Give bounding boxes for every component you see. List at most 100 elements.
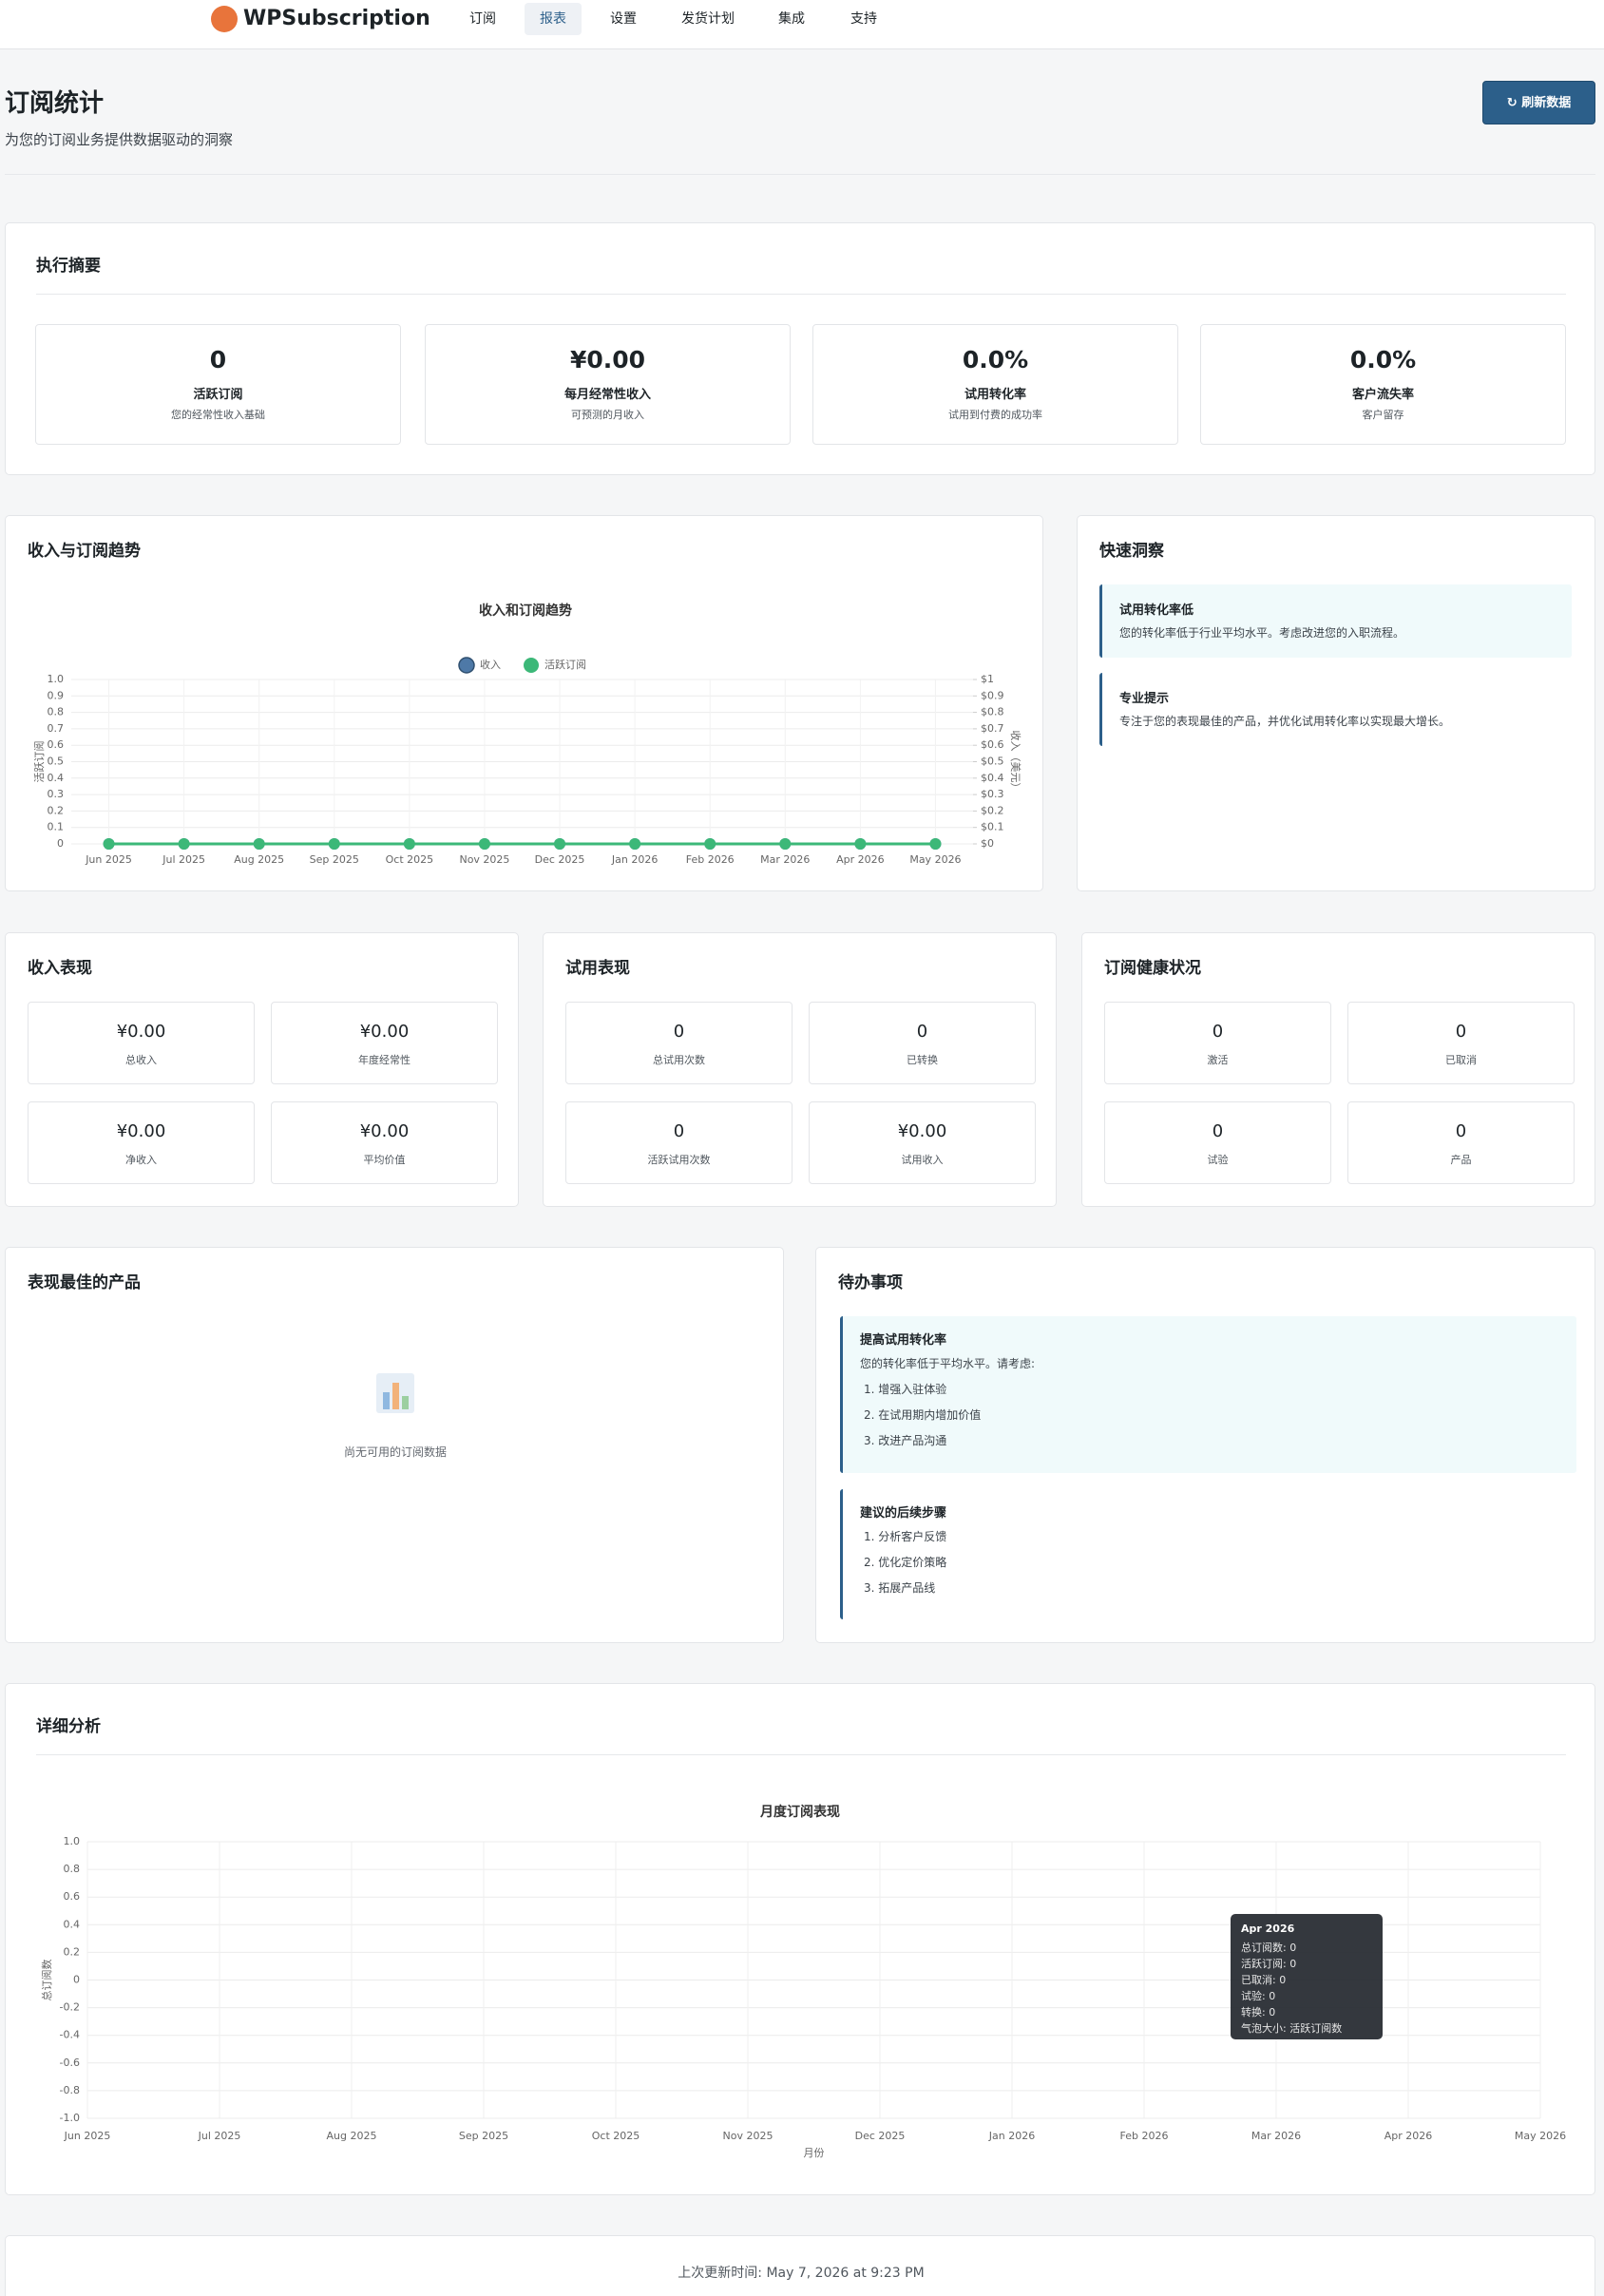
stat-box: ¥0.00 净收入 xyxy=(28,1101,255,1184)
data-point xyxy=(929,838,942,850)
x-tick-label: Oct 2025 xyxy=(386,853,434,866)
x-tick-label: Jun 2025 xyxy=(64,2130,111,2142)
y-tick-label: -0.4 xyxy=(60,2029,80,2041)
monthly-chart: 月度订阅表现 -1.0 -0.8 -0.6 -0.4 -0.2 0 0.2 0.4 0.6 0.8 1… xyxy=(40,1804,1566,2159)
refresh-button[interactable]: ↻ 刷新数据 xyxy=(1482,81,1595,124)
data-point xyxy=(253,838,265,850)
x-tick-label: Jun 2025 xyxy=(85,853,132,866)
x-tick-label: Sep 2025 xyxy=(310,853,359,866)
x-tick-label: Aug 2025 xyxy=(327,2130,377,2142)
stat-box: ¥0.00 年度经常性 xyxy=(271,1002,498,1084)
data-point xyxy=(779,838,792,850)
stat-value: 0 xyxy=(1455,1022,1467,1042)
top-products-card: 表现最佳的产品 尚无可用的订阅数据 xyxy=(5,1247,784,1643)
nav-item[interactable]: 集成 xyxy=(778,11,805,27)
insight: 专业提示专注于您的表现最佳的产品，并优化试用转化率以实现最大增长。 xyxy=(1099,673,1572,746)
y2-tick-label: $0.7 xyxy=(981,722,1004,735)
data-point xyxy=(478,838,490,850)
y-tick-label: 0.1 xyxy=(48,821,65,833)
stat-box: ¥0.00 总收入 xyxy=(28,1002,255,1084)
card-title: 收入表现 xyxy=(28,959,92,978)
card-title: 试用表现 xyxy=(565,959,630,978)
brand[interactable]: WPSubscription xyxy=(243,7,430,30)
stat-label: 激活 xyxy=(1207,1054,1229,1066)
todo-item: 建议的后续步骤 1. 分析客户反馈 2. 优化定价策略 3. 拓展产品线 xyxy=(840,1489,1576,1619)
tooltip-line: 试验: 0 xyxy=(1241,1989,1275,2002)
todo-text: 您的转化率低于平均水平。请考虑: xyxy=(860,1357,1036,1370)
y-tick-label: 0.6 xyxy=(48,738,65,751)
stat-box: 0 活跃试用次数 xyxy=(565,1101,792,1184)
top-nav: WPSubscription 订阅 报表 设置 发货计划 集成 支持 xyxy=(0,0,1604,49)
trend-card: 收入与订阅趋势 收入和订阅趋势 0 0.1 0.2 0.3 0.4 0.5 0.6 0.7 0.8… xyxy=(5,515,1043,891)
y-tick-label: 0.2 xyxy=(48,804,65,816)
stat-box: 0 已转换 xyxy=(809,1002,1036,1084)
card-title: 执行摘要 xyxy=(36,257,101,276)
logo-icon xyxy=(211,6,238,32)
stat-note: 可预测的月收入 xyxy=(571,409,644,421)
nav-item[interactable]: 报表 xyxy=(525,3,582,35)
x-tick-label: Aug 2025 xyxy=(234,853,284,866)
card-title: 收入与订阅趋势 xyxy=(28,542,141,561)
y-tick-label: 0 xyxy=(73,1974,80,1986)
tooltip-line: 气泡大小: 活跃订阅数 xyxy=(1241,2021,1342,2035)
summary-card: 执行摘要 0 活跃订阅 您的经常性收入基础 ¥0.00 每月经常性收入 可预测的月收入 0.… xyxy=(5,222,1595,475)
stat-note: 客户留存 xyxy=(1362,409,1404,421)
tooltip-title: Apr 2026 xyxy=(1241,1923,1295,1935)
x-tick-label: Sep 2025 xyxy=(459,2130,508,2142)
nav-item[interactable]: 发货计划 xyxy=(681,11,735,27)
insight-title: 试用转化率低 xyxy=(1119,603,1194,618)
last-updated: 上次更新时间: May 7, 2026 at 9:23 PM xyxy=(6,2263,1596,2282)
panel-card: 订阅健康状况 0 激活 0 已取消 0 试验 0 产品 xyxy=(1081,932,1595,1207)
stat-label: 平均价值 xyxy=(363,1154,406,1166)
y-tick-label: 0 xyxy=(57,837,64,850)
legend-label: 收入 xyxy=(480,658,501,671)
stat-value: ¥0.00 xyxy=(897,1121,947,1141)
header-divider xyxy=(5,174,1595,175)
tooltip xyxy=(1231,1914,1383,2039)
y-tick-label: -1.0 xyxy=(60,2112,80,2124)
y-tick-label: 0.3 xyxy=(48,788,65,800)
data-point xyxy=(178,838,190,850)
nav-item[interactable]: 设置 xyxy=(610,11,637,27)
y-tick-label: 0.6 xyxy=(64,1890,81,1903)
todo-step: 1. 增强入驻体验 xyxy=(864,1383,947,1396)
data-point xyxy=(854,838,867,850)
y-axis-label: 活跃订阅 xyxy=(32,741,46,783)
data-point xyxy=(103,838,115,850)
todo-step: 2. 在试用期内增加价值 xyxy=(864,1408,982,1422)
stat-label: 产品 xyxy=(1450,1154,1472,1166)
data-point xyxy=(328,838,340,850)
y-axis-label: 总订阅数 xyxy=(40,1960,53,2001)
stat-value: ¥0.00 xyxy=(359,1121,410,1141)
stat-label: 每月经常性收入 xyxy=(563,388,651,402)
legend-label: 活跃订阅 xyxy=(544,658,586,671)
nav-item[interactable]: 订阅 xyxy=(469,11,496,27)
detail-card: 详细分析 月度订阅表现 -1.0 -0.8 -0.6 -0.4 -0.2 0 0.2 0.4 0.… xyxy=(5,1683,1595,2195)
card-title: 快速洞察 xyxy=(1099,542,1164,561)
y-tick-label: -0.8 xyxy=(60,2084,80,2096)
x-tick-label: Apr 2026 xyxy=(836,853,885,866)
nav-item[interactable]: 支持 xyxy=(850,11,877,27)
insights-card: 快速洞察 试用转化率低 您的转化率低于行业平均水平。考虑改进您的入职流程。 专业提示… xyxy=(1077,515,1595,891)
tooltip-line: 活跃订阅: 0 xyxy=(1241,1957,1296,1970)
insight-title: 专业提示 xyxy=(1119,692,1170,706)
y2-tick-label: $1 xyxy=(981,673,994,685)
stat-value: ¥0.00 xyxy=(116,1121,166,1141)
todo-step: 3. 拓展产品线 xyxy=(864,1581,936,1595)
todo-step: 2. 优化定价策略 xyxy=(864,1556,947,1569)
x-tick-label: Dec 2025 xyxy=(855,2130,906,2142)
stat-box: ¥0.00 试用收入 xyxy=(809,1101,1036,1184)
stat-box: ¥0.00 平均价值 xyxy=(271,1101,498,1184)
insight-text: 专注于您的表现最佳的产品，并优化试用转化率以实现最大增长。 xyxy=(1119,715,1451,728)
x-tick-label: May 2026 xyxy=(1515,2130,1566,2142)
card-title: 待办事项 xyxy=(838,1273,903,1292)
data-point xyxy=(554,838,566,850)
stat-value: ¥0.00 xyxy=(359,1022,410,1042)
todo-step: 3. 改进产品沟通 xyxy=(864,1434,947,1447)
y2-tick-label: $0.2 xyxy=(981,804,1004,816)
empty-chart-icon xyxy=(376,1373,414,1413)
last-updated-time: May 7, 2026 at 9:23 PM xyxy=(766,2266,925,2281)
x-axis-label: 月份 xyxy=(804,2147,825,2159)
stat-box: 0 产品 xyxy=(1347,1101,1575,1184)
stat-value: 0 xyxy=(673,1121,685,1141)
